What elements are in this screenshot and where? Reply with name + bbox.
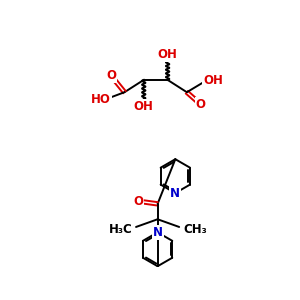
Text: O: O (134, 195, 143, 208)
Text: HO: HO (91, 93, 111, 106)
Text: OH: OH (203, 74, 223, 87)
Text: O: O (106, 69, 116, 82)
Text: OH: OH (158, 48, 178, 61)
Text: N: N (170, 187, 180, 200)
Text: OH: OH (134, 100, 154, 112)
Text: N: N (153, 226, 163, 239)
Text: H₃C: H₃C (108, 223, 132, 236)
Text: CH₃: CH₃ (183, 223, 207, 236)
Text: O: O (196, 98, 206, 111)
